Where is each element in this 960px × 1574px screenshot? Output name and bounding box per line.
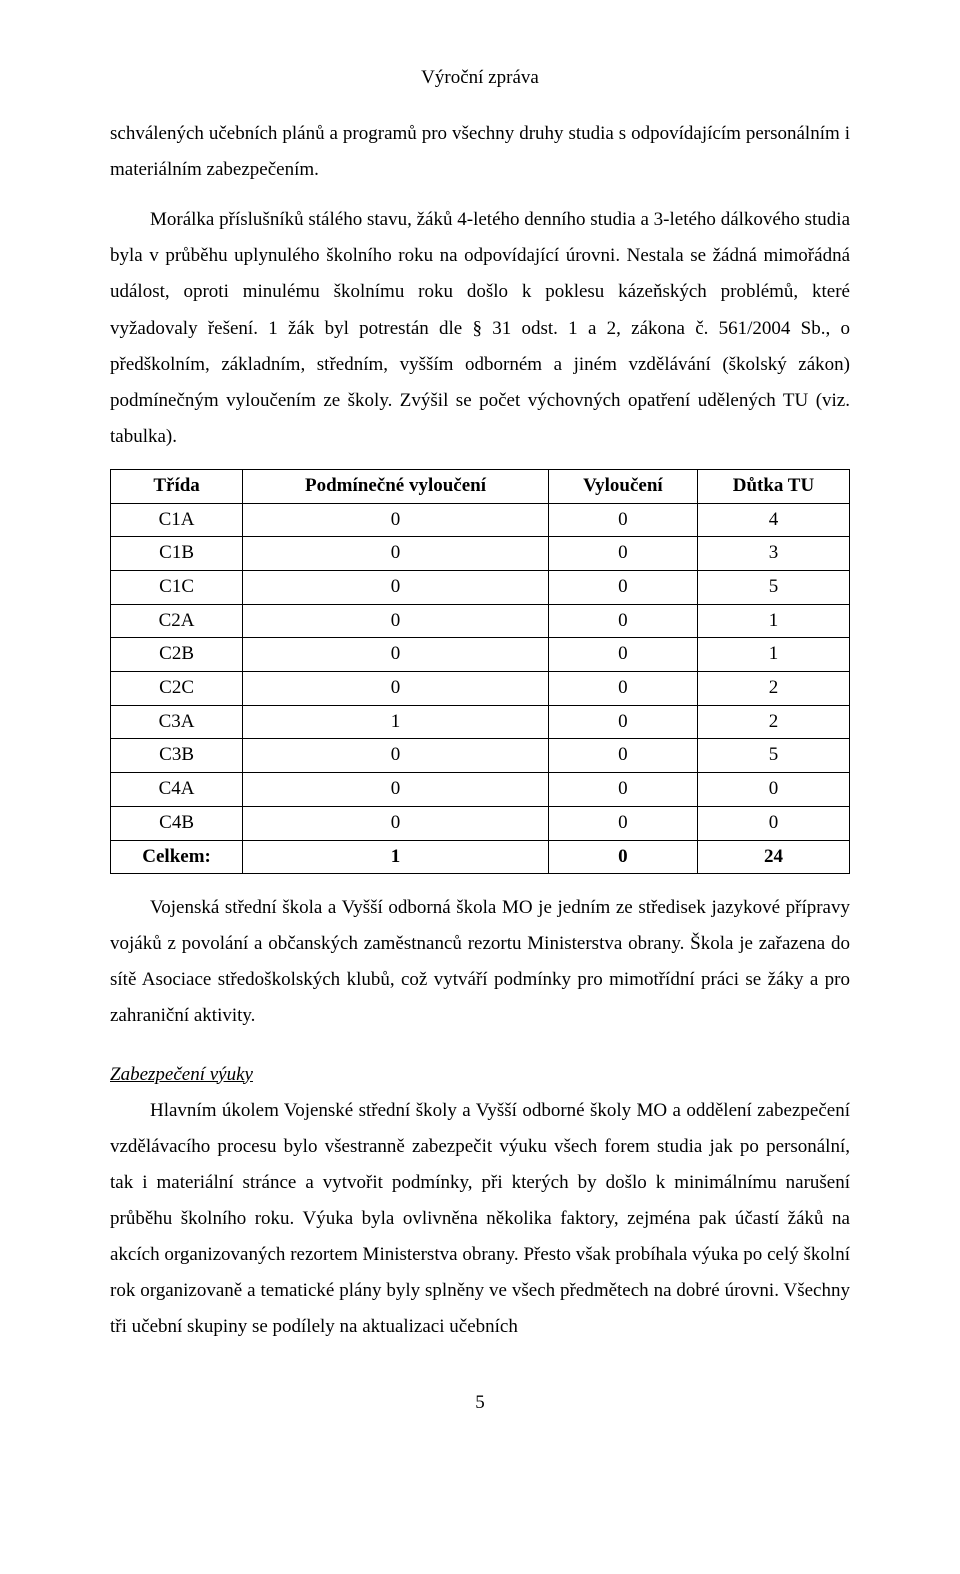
cell-value: 1	[697, 604, 849, 638]
cell-class: C2B	[111, 638, 243, 672]
cell-value: 0	[548, 604, 697, 638]
cell-value: 2	[697, 705, 849, 739]
cell-class: C1B	[111, 537, 243, 571]
cell-value: 0	[243, 672, 549, 706]
table-row: C4A 0 0 0	[111, 773, 850, 807]
cell-class: C3B	[111, 739, 243, 773]
cell-value: 3	[697, 537, 849, 571]
page-header-title: Výroční zpráva	[110, 60, 850, 96]
cell-value: 0	[697, 773, 849, 807]
cell-total-value: 1	[243, 840, 549, 874]
cell-value: 5	[697, 739, 849, 773]
cell-class: C2A	[111, 604, 243, 638]
cell-value: 0	[548, 638, 697, 672]
cell-value: 2	[697, 672, 849, 706]
table-row: C2A 0 0 1	[111, 604, 850, 638]
paragraph-4: Hlavním úkolem Vojenské střední školy a …	[110, 1093, 850, 1346]
table-row: C1A 0 0 4	[111, 503, 850, 537]
col-header-reprimand: Důtka TU	[697, 469, 849, 503]
cell-value: 0	[243, 773, 549, 807]
cell-value: 0	[243, 806, 549, 840]
col-header-expulsion: Vyloučení	[548, 469, 697, 503]
cell-total-value: 24	[697, 840, 849, 874]
table-row: C2C 0 0 2	[111, 672, 850, 706]
cell-class: C2C	[111, 672, 243, 706]
section-heading: Zabezpečení výuky	[110, 1057, 850, 1093]
paragraph-2: Morálka příslušníků stálého stavu, žáků …	[110, 202, 850, 455]
cell-class: C3A	[111, 705, 243, 739]
cell-value: 4	[697, 503, 849, 537]
cell-total-label: Celkem:	[111, 840, 243, 874]
cell-value: 0	[243, 604, 549, 638]
cell-value: 0	[243, 638, 549, 672]
table-row: C2B 0 0 1	[111, 638, 850, 672]
disciplinary-table: Třída Podmínečné vyloučení Vyloučení Důt…	[110, 469, 850, 874]
cell-class: C1A	[111, 503, 243, 537]
table-row: C1B 0 0 3	[111, 537, 850, 571]
cell-value: 0	[548, 705, 697, 739]
cell-class: C4B	[111, 806, 243, 840]
col-header-conditional: Podmínečné vyloučení	[243, 469, 549, 503]
cell-value: 0	[697, 806, 849, 840]
cell-value: 1	[243, 705, 549, 739]
table-row: C1C 0 0 5	[111, 571, 850, 605]
cell-value: 0	[548, 537, 697, 571]
table-row-total: Celkem: 1 0 24	[111, 840, 850, 874]
cell-value: 5	[697, 571, 849, 605]
cell-class: C1C	[111, 571, 243, 605]
cell-value: 0	[243, 739, 549, 773]
cell-value: 0	[548, 739, 697, 773]
cell-value: 0	[548, 806, 697, 840]
cell-value: 0	[243, 503, 549, 537]
paragraph-1: schválených učebních plánů a programů pr…	[110, 116, 850, 188]
cell-value: 1	[697, 638, 849, 672]
paragraph-3: Vojenská střední škola a Vyšší odborná š…	[110, 890, 850, 1034]
cell-value: 0	[243, 537, 549, 571]
col-header-class: Třída	[111, 469, 243, 503]
cell-total-value: 0	[548, 840, 697, 874]
cell-class: C4A	[111, 773, 243, 807]
cell-value: 0	[548, 773, 697, 807]
table-row: C3A 1 0 2	[111, 705, 850, 739]
table-row: C4B 0 0 0	[111, 806, 850, 840]
cell-value: 0	[243, 571, 549, 605]
cell-value: 0	[548, 571, 697, 605]
table-row: C3B 0 0 5	[111, 739, 850, 773]
cell-value: 0	[548, 672, 697, 706]
cell-value: 0	[548, 503, 697, 537]
page-number: 5	[110, 1385, 850, 1421]
